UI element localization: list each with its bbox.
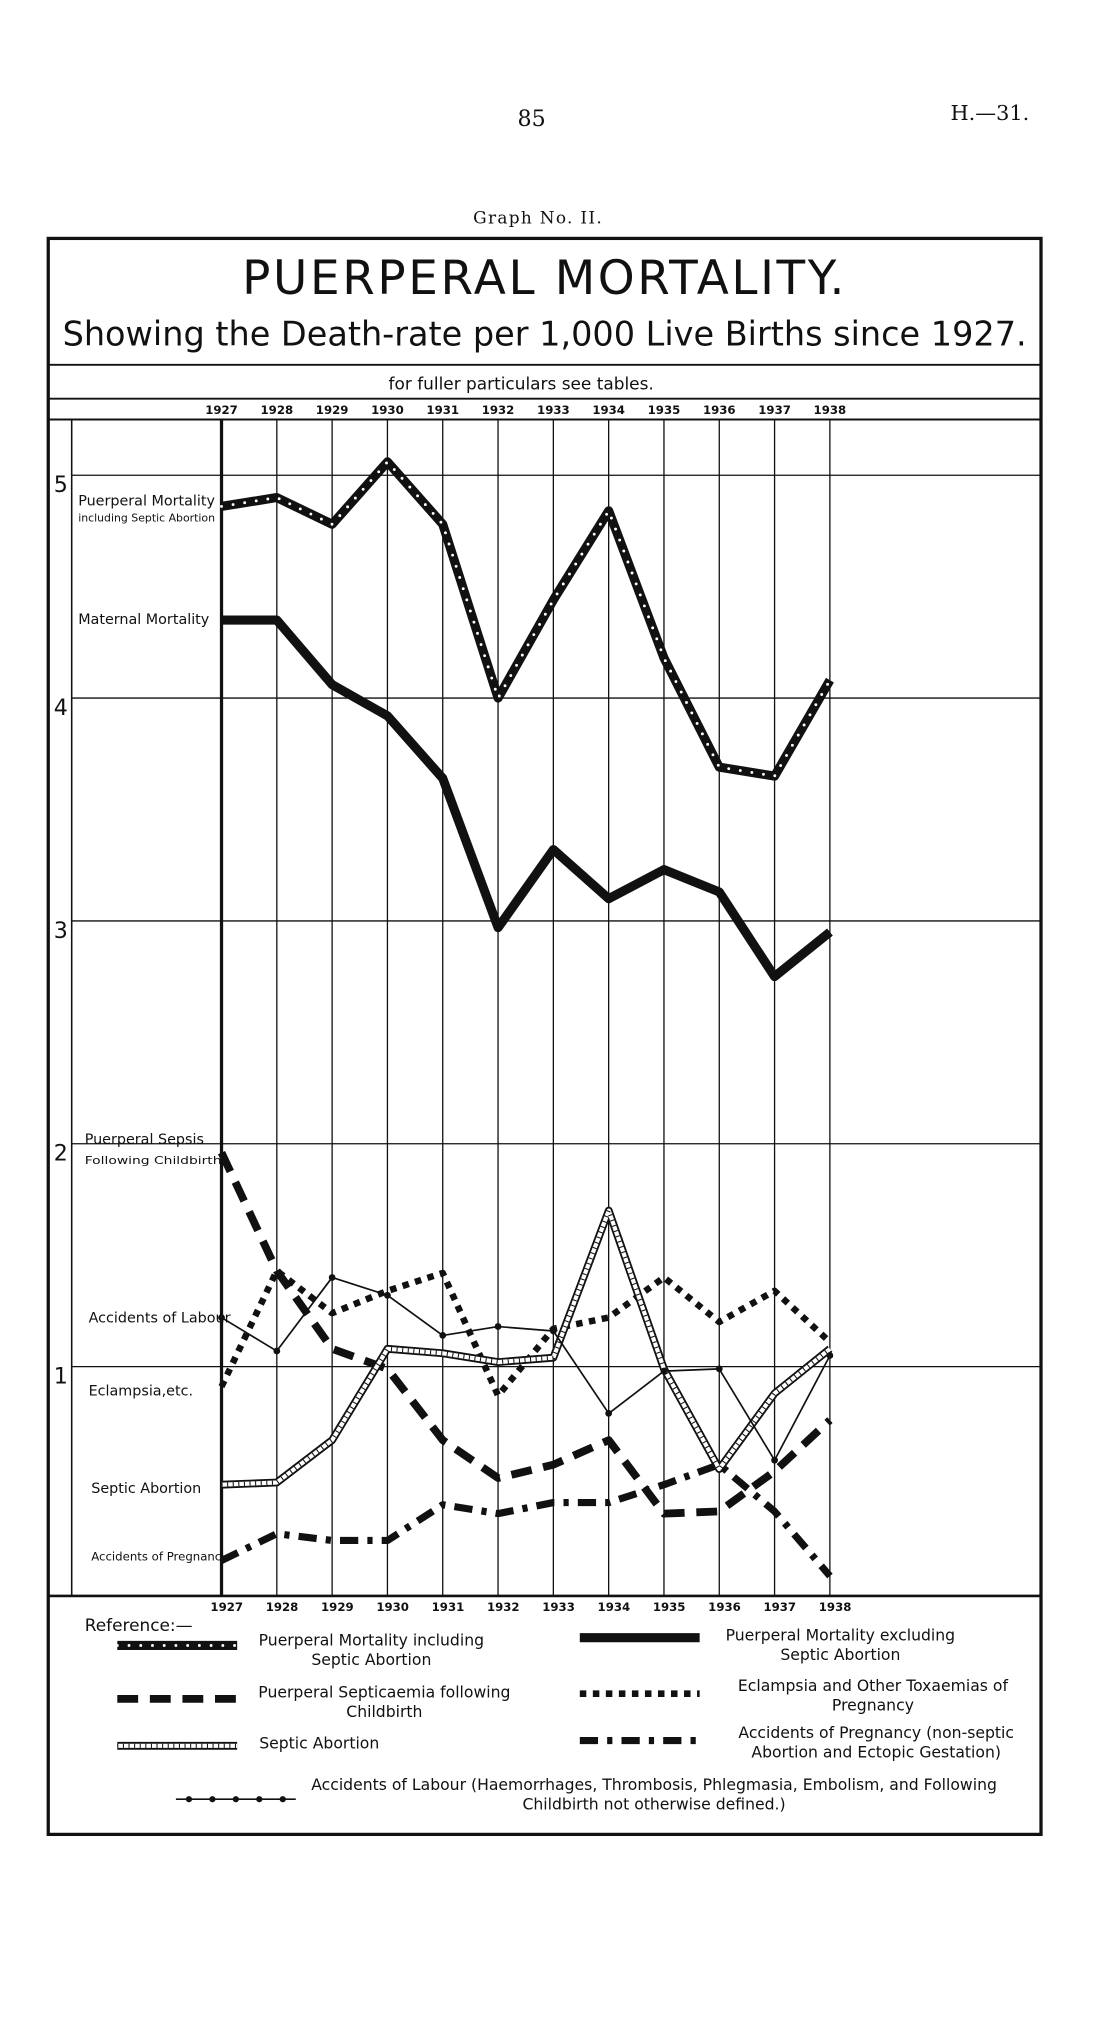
x-tick-label: 1929 <box>321 1600 354 1614</box>
series-line <box>221 615 833 982</box>
series-label: Eclampsia,etc. <box>89 1383 193 1399</box>
y-tick-label: 1 <box>54 1364 68 1390</box>
series-point <box>549 1327 557 1335</box>
page-number: 85 <box>518 106 546 132</box>
x-tick-label: 1928 <box>266 1600 299 1614</box>
series-label: Following Childbirth <box>85 1155 222 1167</box>
legend-swatch-dot <box>232 1796 239 1803</box>
series-line-pattern <box>221 1208 832 1487</box>
y-tick-label: 5 <box>54 472 68 498</box>
series-line <box>218 1267 833 1399</box>
legend-swatch-dot <box>185 1796 193 1803</box>
x-tick-label: 1937 <box>763 1600 796 1614</box>
series-label: Accidents of Pregnancy <box>91 1549 228 1563</box>
x-tick-label: 1928 <box>261 403 294 417</box>
x-tick-label: 1931 <box>432 1600 465 1614</box>
y-tick-label: 2 <box>54 1141 68 1167</box>
series-point <box>605 1410 613 1417</box>
legend-item: Puerperal Septicaemia following Childbir… <box>258 1683 511 1722</box>
x-tick-label: 1938 <box>814 403 847 417</box>
legend-item: Accidents of Pregnancy (non-septic Abort… <box>738 1723 1014 1762</box>
legend-swatch-dot <box>279 1796 286 1803</box>
graph-label: Graph No. II. <box>473 207 603 227</box>
x-tick-label: 1930 <box>371 403 404 417</box>
legend-label: Puerperal Septicaemia following Childbir… <box>258 1683 511 1722</box>
frame <box>46 236 1043 1837</box>
legend-swatch-dot <box>256 1796 263 1803</box>
legend-label: Eclampsia and Other Toxaemias of Pregnan… <box>737 1676 1008 1715</box>
series-point <box>826 1352 834 1359</box>
series-label: including Septic Abortion <box>78 513 215 525</box>
series-point <box>494 1323 502 1330</box>
legend-item: Accidents of Labour (Haemorrhages, Throm… <box>311 1775 997 1814</box>
series-label: Puerperal Mortality <box>78 494 215 510</box>
series-label: Maternal Mortality <box>78 612 210 628</box>
chart-subtitle: Showing the Death-rate per 1,000 Live Bi… <box>63 315 1027 354</box>
note: for fuller particulars see tables. <box>389 373 654 393</box>
x-tick-label: 1934 <box>592 403 625 417</box>
legend-label: Puerperal Mortality excluding Septic Abo… <box>725 1625 956 1664</box>
series-label: Septic Abortion <box>91 1481 201 1497</box>
x-tick-label: 1938 <box>819 1600 852 1614</box>
series-point <box>384 1291 391 1299</box>
series-point <box>771 1456 778 1464</box>
legend-label: Septic Abortion <box>259 1734 380 1753</box>
series-line-pattern <box>220 460 832 778</box>
y-tick-label: 4 <box>54 695 68 721</box>
series-label: Accidents of Labour <box>89 1310 231 1326</box>
series-line <box>220 457 834 781</box>
legend-item: Puerperal Mortality excluding Septic Abo… <box>725 1625 956 1664</box>
series-line <box>217 1150 833 1518</box>
x-tick-label: 1936 <box>708 1600 741 1614</box>
series-point <box>715 1365 723 1373</box>
chart-title: PUERPERAL MORTALITY. <box>242 251 847 306</box>
series-line <box>221 1276 831 1462</box>
x-tick-label: 1932 <box>482 403 515 417</box>
legend-label: Accidents of Pregnancy (non-septic Abort… <box>738 1723 1014 1762</box>
legend-title: Reference:— <box>85 1615 193 1635</box>
series-point <box>328 1274 336 1281</box>
series-point <box>439 1332 447 1339</box>
legend-label: Puerperal Mortality including Septic Abo… <box>258 1631 485 1669</box>
series-label: Puerperal Sepsis <box>85 1132 204 1148</box>
x-tick-label: 1936 <box>703 403 736 417</box>
x-tick-label: 1933 <box>542 1600 575 1614</box>
x-tick-label: 1933 <box>537 403 570 417</box>
x-tick-label: 1927 <box>210 1600 243 1614</box>
legend-swatch-dot <box>209 1796 216 1803</box>
x-tick-label: 1935 <box>648 403 681 417</box>
series-point <box>273 1347 281 1355</box>
x-tick-label: 1937 <box>758 403 791 417</box>
y-tick-label: 3 <box>54 918 68 944</box>
series-line <box>219 1461 833 1579</box>
header-right: H.—31. <box>951 101 1030 125</box>
legend-item: Puerperal Mortality including Septic Abo… <box>258 1631 485 1669</box>
x-tick-label: 1927 <box>205 403 238 417</box>
series-point <box>218 1314 225 1321</box>
x-tick-label: 1929 <box>316 403 349 417</box>
x-tick-label: 1934 <box>598 1600 631 1614</box>
legend-item: Eclampsia and Other Toxaemias of Pregnan… <box>737 1676 1008 1715</box>
x-tick-label: 1935 <box>653 1600 686 1614</box>
legend-item: Septic Abortion <box>259 1734 380 1753</box>
x-tick-label: 1930 <box>376 1600 409 1614</box>
series-point <box>660 1367 668 1375</box>
legend-label: Accidents of Labour (Haemorrhages, Throm… <box>311 1775 997 1814</box>
x-tick-label: 1931 <box>426 403 459 417</box>
x-tick-label: 1932 <box>487 1600 520 1614</box>
